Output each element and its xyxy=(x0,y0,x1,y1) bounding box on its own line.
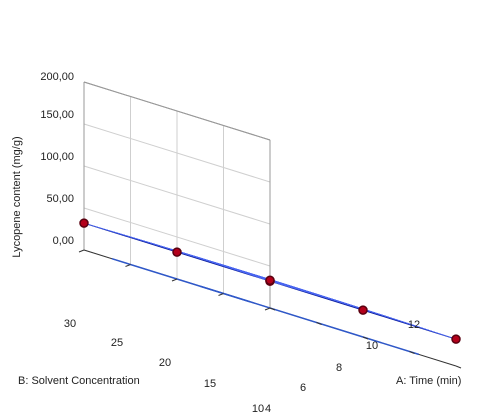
y-tick-label: 20 xyxy=(159,357,171,369)
y-tick-mark xyxy=(171,278,178,282)
chart-walls xyxy=(83,81,271,309)
y-tick-mark xyxy=(125,264,131,267)
y-tick-mark xyxy=(218,293,224,296)
z-tick-label: 0,00 xyxy=(53,235,74,247)
x-tick-mark xyxy=(362,336,369,340)
y-tick-mark xyxy=(264,307,271,311)
x-tick-label: 8 xyxy=(336,362,342,374)
floor-contour xyxy=(200,285,251,303)
x-tick-label: 12 xyxy=(408,319,420,331)
design-point xyxy=(451,334,461,344)
x-tick-mark xyxy=(455,365,462,369)
z-tick-label: 100,00 xyxy=(40,151,74,163)
y-tick-label: 30 xyxy=(64,318,76,330)
y-tick-labels: 30 25 20 15 10 xyxy=(64,318,264,414)
y-tick-label: 15 xyxy=(204,378,216,390)
design-point xyxy=(265,275,275,286)
design-point xyxy=(79,218,89,228)
z-tick-labels: 200,00 150,00 100,00 50,00 0,00 xyxy=(40,71,74,247)
y-tick-label: 10 xyxy=(252,403,264,414)
y-tick-label: 25 xyxy=(111,337,123,349)
x-axis-title: A: Time (min) xyxy=(396,375,461,387)
box-edge xyxy=(83,81,271,141)
y-tick-mark xyxy=(78,249,85,253)
floor-contour xyxy=(111,257,420,356)
x-tick-mark xyxy=(269,307,276,311)
x-tick-label: 10 xyxy=(366,340,378,352)
x-tick-mark xyxy=(409,351,415,354)
z-tick-label: 200,00 xyxy=(40,71,74,83)
x-tick-labels: 4 6 8 10 12 xyxy=(265,319,420,414)
chart-floor xyxy=(78,249,462,369)
y-axis-title: B: Solvent Concentration xyxy=(18,375,140,387)
z-tick-label: 50,00 xyxy=(46,193,74,205)
x-tick-label: 6 xyxy=(300,382,306,394)
z-tick-label: 150,00 xyxy=(40,109,74,121)
x-tick-mark xyxy=(316,322,322,325)
design-points xyxy=(79,218,461,344)
z-axis-title: Lycopene content (mg/g) xyxy=(11,136,23,257)
x-tick-label: 4 xyxy=(265,403,271,414)
design-point xyxy=(172,247,182,257)
design-point xyxy=(358,305,368,315)
